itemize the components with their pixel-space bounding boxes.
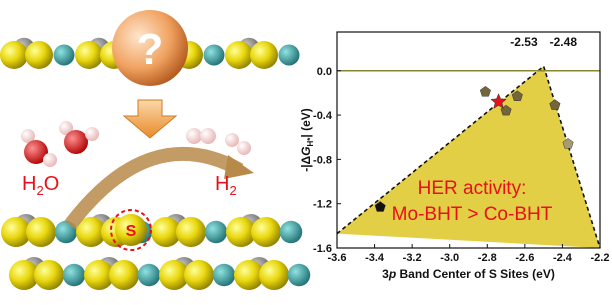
figure: ? H2O H2 S -3.6-3.4-3.2-3.0-2.8-2.6-2.4-… (0, 0, 612, 305)
atom-metal (204, 45, 225, 66)
reactant-formula: H2O (22, 173, 59, 198)
atom-metal (213, 264, 236, 287)
atom-s (176, 217, 206, 247)
chart: -3.6-3.4-3.2-3.0-2.8-2.6-2.4-2.20.0-0.4-… (299, 32, 609, 281)
atom-s (26, 217, 56, 247)
y-axis-label-part: -|Δ (299, 155, 313, 171)
atom-metal (280, 221, 303, 244)
x-tick-label: -3.2 (403, 252, 422, 264)
atom-s (251, 217, 281, 247)
annotation: Mo-BHT > Co-BHT (392, 204, 553, 225)
y-axis-label: -|ΔGH*| (eV) (299, 108, 315, 172)
atom-s (259, 260, 289, 290)
annotation: HER activity: (418, 178, 527, 199)
atom-metal (138, 264, 161, 287)
y-tick-label: -1.6 (313, 243, 332, 255)
x-tick-label: -2.4 (553, 252, 573, 264)
x-tick-label: -3.4 (365, 252, 385, 264)
x-tick-label: -2.2 (591, 252, 610, 264)
atom-s (25, 41, 53, 69)
atom-metal (54, 45, 75, 66)
atom-s (34, 260, 64, 290)
x-axis-label: 3p Band Center of S Sites (eV) (382, 267, 555, 281)
pentagon-point (480, 86, 490, 96)
down-arrow (124, 100, 176, 138)
y-axis-label-part: G (299, 146, 313, 155)
x-axis-label-part: p (388, 267, 396, 281)
atom-metal (63, 264, 86, 287)
water-left (21, 129, 57, 167)
y-tick-label: -0.4 (313, 110, 333, 122)
site-label: S (126, 223, 137, 240)
atom-s (109, 260, 139, 290)
atom-s (225, 41, 253, 69)
atom-s (184, 260, 214, 290)
x-axis-label-part: Band Center of S Sites (eV) (396, 267, 555, 281)
x-tick-label: -3.0 (440, 252, 459, 264)
atom-s (75, 41, 103, 69)
y-tick-label: -0.8 (313, 154, 332, 166)
atom-s (250, 41, 278, 69)
atom-s (0, 41, 28, 69)
atom-metal (279, 45, 300, 66)
y-tick-label: -1.2 (313, 199, 332, 211)
peak-label: -2.53 (510, 35, 538, 49)
x-tick-label: -2.8 (478, 252, 497, 264)
question-mark: ? (137, 25, 164, 74)
x-tick-label: -2.6 (515, 252, 534, 264)
water-right (59, 121, 99, 154)
y-axis-label-part: | (eV) (299, 108, 313, 137)
peak-label: -2.48 (550, 35, 578, 49)
atom-metal (288, 264, 311, 287)
atom-metal (205, 221, 228, 244)
y-tick-label: 0.0 (317, 66, 332, 78)
